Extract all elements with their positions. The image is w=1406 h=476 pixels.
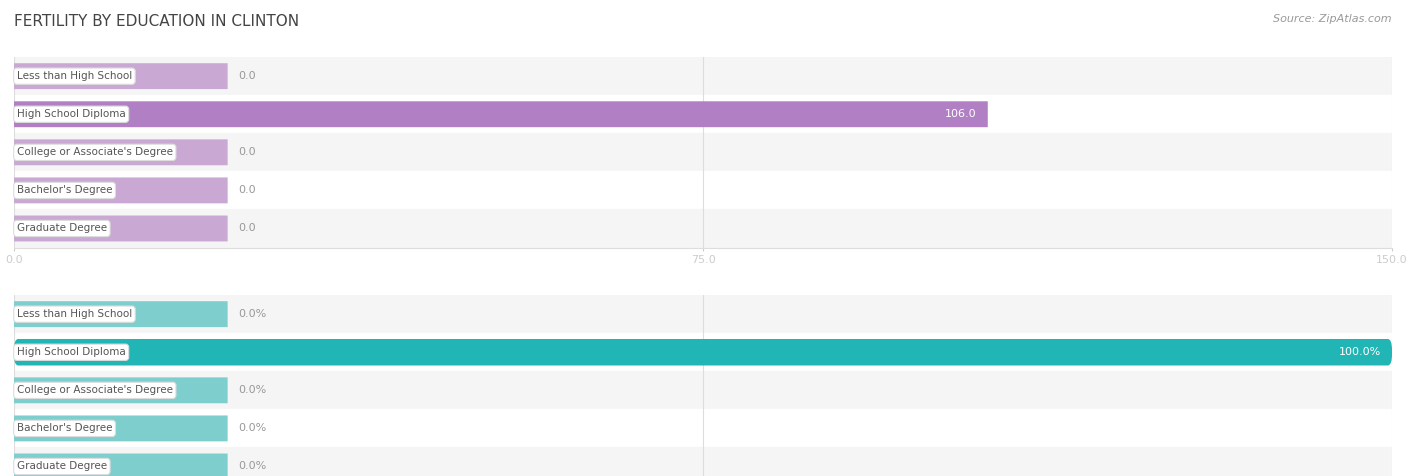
Text: 0.0: 0.0	[239, 185, 256, 196]
FancyBboxPatch shape	[14, 216, 228, 241]
Bar	[14, 371, 1392, 409]
Bar	[14, 209, 1392, 248]
FancyBboxPatch shape	[14, 339, 1392, 366]
Text: Bachelor's Degree: Bachelor's Degree	[17, 185, 112, 196]
Text: 0.0%: 0.0%	[239, 423, 267, 434]
Text: 0.0: 0.0	[239, 147, 256, 158]
FancyBboxPatch shape	[14, 63, 228, 89]
Text: 106.0: 106.0	[945, 109, 977, 119]
FancyBboxPatch shape	[14, 139, 228, 165]
Text: Graduate Degree: Graduate Degree	[17, 461, 107, 472]
Text: 0.0: 0.0	[239, 71, 256, 81]
Bar	[14, 409, 1392, 447]
FancyBboxPatch shape	[14, 301, 228, 327]
Text: College or Associate's Degree: College or Associate's Degree	[17, 385, 173, 396]
Text: FERTILITY BY EDUCATION IN CLINTON: FERTILITY BY EDUCATION IN CLINTON	[14, 14, 299, 30]
Text: High School Diploma: High School Diploma	[17, 347, 125, 357]
Bar	[14, 133, 1392, 171]
Text: High School Diploma: High School Diploma	[17, 109, 125, 119]
Text: College or Associate's Degree: College or Associate's Degree	[17, 147, 173, 158]
FancyBboxPatch shape	[14, 454, 228, 476]
Bar	[14, 295, 1392, 333]
Bar	[14, 95, 1392, 133]
Text: Bachelor's Degree: Bachelor's Degree	[17, 423, 112, 434]
Bar	[14, 447, 1392, 476]
Bar	[14, 57, 1392, 95]
Text: 0.0%: 0.0%	[239, 461, 267, 472]
Text: 100.0%: 100.0%	[1339, 347, 1381, 357]
Bar	[14, 333, 1392, 371]
FancyBboxPatch shape	[14, 416, 228, 441]
FancyBboxPatch shape	[14, 178, 228, 203]
FancyBboxPatch shape	[14, 101, 988, 127]
FancyBboxPatch shape	[14, 377, 228, 403]
Text: Source: ZipAtlas.com: Source: ZipAtlas.com	[1274, 14, 1392, 24]
Text: 0.0%: 0.0%	[239, 309, 267, 319]
Text: 0.0: 0.0	[239, 223, 256, 234]
Bar	[14, 171, 1392, 209]
Text: Less than High School: Less than High School	[17, 71, 132, 81]
Text: Less than High School: Less than High School	[17, 309, 132, 319]
Text: 0.0%: 0.0%	[239, 385, 267, 396]
Text: Graduate Degree: Graduate Degree	[17, 223, 107, 234]
